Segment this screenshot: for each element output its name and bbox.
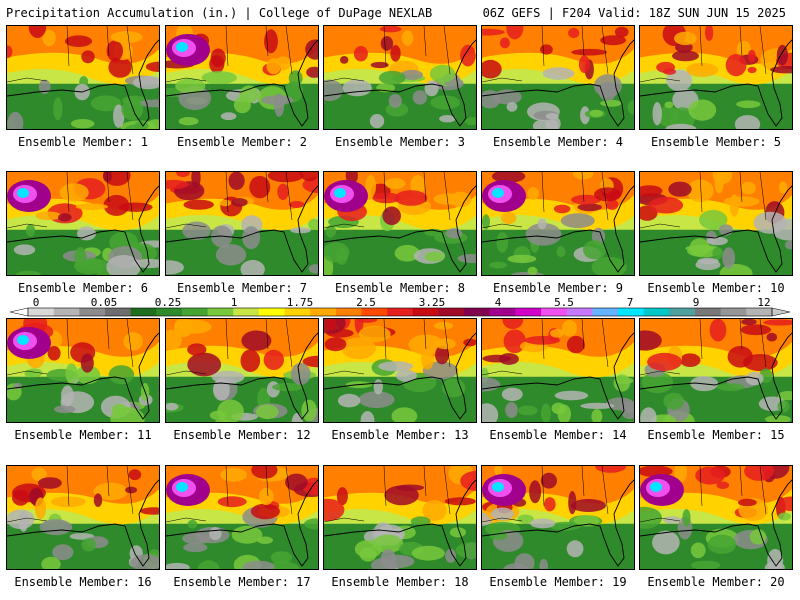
ensemble-member-label: Ensemble Member: 6	[17, 281, 149, 295]
ensemble-member-label: Ensemble Member: 8	[334, 281, 466, 295]
ensemble-member-map	[6, 318, 160, 423]
colorbar-swatch	[284, 308, 311, 316]
ensemble-member-map	[481, 318, 635, 423]
colorbar-swatch	[53, 308, 80, 316]
ensemble-member-map	[6, 25, 160, 130]
ensemble-member-map	[323, 465, 477, 570]
colorbar-swatch	[515, 308, 542, 316]
ensemble-member-map	[323, 318, 477, 423]
colorbar-swatch	[156, 308, 183, 316]
colorbar-tick-label: 0	[33, 296, 40, 309]
colorbar-swatch	[746, 308, 773, 316]
colorbar-swatch	[79, 308, 106, 316]
colorbar-swatch	[541, 308, 568, 316]
ensemble-member-map	[6, 465, 160, 570]
colorbar-max-arrow	[771, 307, 791, 317]
colorbar-swatch	[592, 308, 619, 316]
ensemble-member-label: Ensemble Member: 20	[647, 575, 785, 589]
colorbar-swatch	[335, 308, 363, 316]
colorbar-tick-label: 1.75	[287, 296, 314, 309]
colorbar-tick-label: 2.5	[356, 296, 376, 309]
colorbar-swatch	[130, 308, 157, 316]
ensemble-member-map	[165, 318, 319, 423]
ensemble-member-label: Ensemble Member: 13	[331, 428, 469, 442]
colorbar-swatch	[387, 308, 414, 316]
colorbar-swatch	[643, 308, 670, 316]
colorbar-tick-label: 7	[627, 296, 634, 309]
colorbar-swatch	[669, 308, 696, 316]
ensemble-member-label: Ensemble Member: 7	[176, 281, 308, 295]
ensemble-member-label: Ensemble Member: 16	[14, 575, 152, 589]
colorbar-tick-label: 3.25	[419, 296, 446, 309]
ensemble-member-map	[639, 318, 793, 423]
map-title: Precipitation Accumulation (in.) | Colle…	[6, 6, 433, 20]
ensemble-member-label: Ensemble Member: 9	[492, 281, 624, 295]
ensemble-member-label: Ensemble Member: 18	[331, 575, 469, 589]
model-run-info: 06Z GEFS | F204 Valid: 18Z SUN JUN 15 20…	[482, 6, 786, 20]
ensemble-member-map	[165, 25, 319, 130]
ensemble-member-label: Ensemble Member: 3	[334, 135, 466, 149]
colorbar-swatch	[233, 308, 260, 316]
ensemble-member-label: Ensemble Member: 15	[647, 428, 785, 442]
colorbar-tick-label: 0.25	[155, 296, 182, 309]
colorbar-swatch	[618, 308, 645, 316]
ensemble-member-label: Ensemble Member: 11	[14, 428, 152, 442]
colorbar-swatch	[310, 308, 337, 316]
colorbar-swatch	[361, 308, 388, 316]
ensemble-member-map	[639, 465, 793, 570]
ensemble-member-label: Ensemble Member: 5	[650, 135, 782, 149]
colorbar-swatch	[105, 308, 132, 316]
ensemble-member-map	[481, 465, 635, 570]
ensemble-member-label: Ensemble Member: 1	[17, 135, 149, 149]
colorbar-swatch	[258, 308, 286, 316]
colorbar-tick-label: 0.05	[91, 296, 118, 309]
ensemble-member-map	[165, 171, 319, 276]
colorbar-tick-label: 9	[693, 296, 700, 309]
colorbar-swatch	[28, 308, 55, 316]
ensemble-member-map	[165, 465, 319, 570]
ensemble-member-label: Ensemble Member: 10	[647, 281, 785, 295]
ensemble-member-label: Ensemble Member: 14	[489, 428, 627, 442]
ensemble-member-map	[481, 25, 635, 130]
ensemble-member-map	[6, 171, 160, 276]
ensemble-member-map	[481, 171, 635, 276]
colorbar-swatch	[464, 308, 491, 316]
ensemble-member-label: Ensemble Member: 12	[173, 428, 311, 442]
ensemble-member-map	[323, 25, 477, 130]
colorbar-tick-label: 12	[757, 296, 770, 309]
ensemble-member-map	[639, 171, 793, 276]
ensemble-member-label: Ensemble Member: 19	[489, 575, 627, 589]
ensemble-member-label: Ensemble Member: 17	[173, 575, 311, 589]
ensemble-member-label: Ensemble Member: 2	[176, 135, 308, 149]
colorbar-swatch	[720, 308, 747, 316]
precipitation-colorbar: 0 0.05 0.25 1 1.75 2.5 3.25 4 5.5 7 9 12	[9, 296, 791, 317]
ensemble-member-map	[323, 171, 477, 276]
colorbar-swatch	[207, 308, 234, 316]
colorbar-swatch	[566, 308, 593, 316]
colorbar-swatch	[695, 308, 722, 316]
colorbar-swatch	[489, 308, 516, 316]
colorbar-swatch	[412, 308, 439, 316]
colorbar-tick-label: 1	[231, 296, 238, 309]
ensemble-member-label: Ensemble Member: 4	[492, 135, 624, 149]
colorbar-swatch	[438, 308, 465, 316]
colorbar-tick-label: 5.5	[554, 296, 574, 309]
colorbar-min-arrow	[9, 307, 29, 317]
colorbar-tick-label: 4	[495, 296, 502, 309]
ensemble-member-map	[639, 25, 793, 130]
colorbar-swatch	[181, 308, 209, 316]
